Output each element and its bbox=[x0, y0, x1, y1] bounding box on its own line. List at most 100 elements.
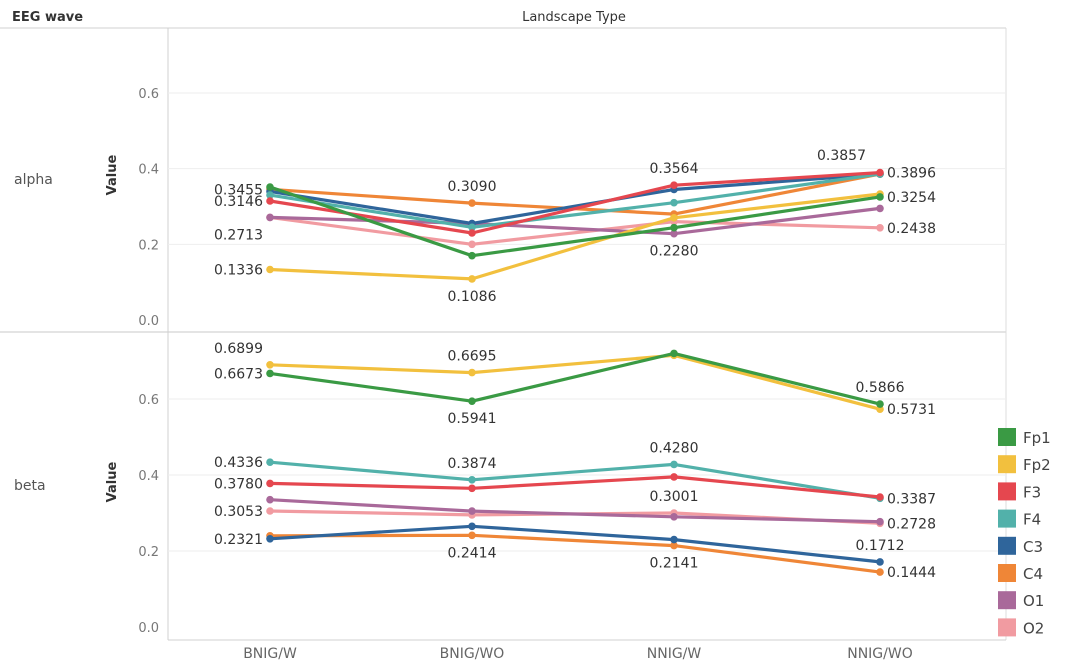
y-axis-title: Value bbox=[105, 154, 120, 195]
data-point-O2 bbox=[468, 240, 476, 249]
data-point-F4 bbox=[468, 476, 476, 484]
y-tick-label: 0.6 bbox=[138, 87, 159, 102]
data-point-F3 bbox=[670, 181, 678, 189]
facet-label-alpha: alpha bbox=[14, 172, 53, 188]
y-tick-label: 0.4 bbox=[138, 469, 159, 484]
legend-label-Fp2: Fp2 bbox=[1023, 456, 1051, 474]
x-tick-label: NNIG/WO bbox=[847, 646, 913, 662]
data-point-O1 bbox=[670, 513, 678, 521]
data-point-Fp2 bbox=[670, 214, 678, 222]
data-label: 0.2728 bbox=[887, 516, 936, 532]
data-point-C4 bbox=[468, 199, 476, 207]
data-label: 0.3053 bbox=[214, 504, 263, 520]
data-label: 0.3896 bbox=[887, 166, 936, 182]
data-point-Fp2 bbox=[468, 368, 476, 377]
data-point-Fp1 bbox=[876, 193, 884, 201]
data-label: 0.5866 bbox=[856, 380, 905, 396]
data-point-F3 bbox=[468, 229, 476, 237]
data-point-F3 bbox=[876, 168, 884, 177]
data-label: 0.2713 bbox=[214, 227, 263, 243]
series-line-C3 bbox=[269, 172, 881, 226]
data-label: 0.6695 bbox=[448, 349, 497, 365]
panel-beta: beta Value 0.0 0.2 0.4 0.6 0.6899 0.6673 0.4336 0… bbox=[14, 341, 1006, 636]
facet-label-beta: beta bbox=[14, 478, 46, 494]
column-header: Landscape Type bbox=[522, 10, 626, 25]
data-point-Fp1 bbox=[468, 251, 476, 260]
series-line-Fp2 bbox=[269, 192, 881, 281]
legend-swatch-Fp2 bbox=[998, 455, 1016, 474]
legend-swatch-Fp1 bbox=[998, 428, 1016, 446]
y-tick-label: 0.2 bbox=[138, 545, 159, 560]
series-line-Fp1 bbox=[269, 185, 881, 258]
legend-swatch-F4 bbox=[998, 509, 1016, 528]
series-line-F3 bbox=[269, 171, 881, 235]
row-header: EEG wave bbox=[12, 10, 83, 25]
x-tick-label: NNIG/W bbox=[647, 646, 702, 662]
data-point-Fp1 bbox=[876, 400, 884, 408]
data-label: 0.6899 bbox=[214, 341, 263, 357]
data-point-F4 bbox=[266, 191, 274, 199]
x-axis: BNIG/W BNIG/WO NNIG/W NNIG/WO bbox=[243, 646, 913, 662]
data-point-Fp2 bbox=[266, 361, 274, 369]
data-point-O1 bbox=[266, 495, 274, 504]
legend-swatch-O1 bbox=[998, 591, 1016, 610]
legend-swatch-F3 bbox=[998, 482, 1016, 501]
data-point-Fp1 bbox=[266, 183, 274, 191]
data-label: 0.2414 bbox=[448, 545, 497, 561]
data-label: 0.5731 bbox=[887, 402, 936, 418]
data-point-F4 bbox=[670, 198, 678, 207]
data-label: 0.4336 bbox=[214, 455, 263, 471]
data-point-C3 bbox=[876, 558, 884, 566]
legend-swatch-C4 bbox=[998, 564, 1016, 582]
data-label: 0.3387 bbox=[887, 491, 936, 507]
data-label: 0.3780 bbox=[214, 476, 263, 492]
legend-label-C4: C4 bbox=[1023, 565, 1043, 583]
data-point-C4 bbox=[670, 541, 678, 550]
data-point-C4 bbox=[876, 568, 884, 576]
data-point-O2 bbox=[266, 507, 274, 515]
data-label: 0.2141 bbox=[650, 556, 699, 572]
data-point-F4 bbox=[670, 460, 678, 469]
legend-label-O2: O2 bbox=[1023, 619, 1044, 637]
data-point-Fp2 bbox=[468, 275, 476, 283]
series-line-C4 bbox=[269, 533, 881, 574]
data-label: 0.1712 bbox=[856, 538, 905, 554]
data-point-C4 bbox=[468, 531, 476, 540]
series-line-Fp1 bbox=[269, 351, 881, 406]
legend: Fp1 Fp2 F3 F4 C3 C4 O1 O2 bbox=[998, 428, 1051, 637]
data-point-F3 bbox=[266, 479, 274, 488]
data-point-O1 bbox=[266, 213, 274, 222]
legend-label-F4: F4 bbox=[1023, 511, 1041, 529]
data-label: 0.5941 bbox=[448, 411, 497, 427]
data-label: 0.3874 bbox=[448, 456, 497, 472]
data-point-O1 bbox=[670, 229, 678, 238]
data-point-C3 bbox=[468, 522, 476, 531]
data-point-Fp1 bbox=[468, 397, 476, 406]
data-label: 0.3564 bbox=[650, 161, 699, 177]
data-point-O1 bbox=[468, 507, 476, 515]
y-tick-label: 0.6 bbox=[138, 393, 159, 408]
legend-label-Fp1: Fp1 bbox=[1023, 429, 1051, 447]
data-label: 0.3146 bbox=[214, 194, 263, 210]
data-point-Fp1 bbox=[670, 349, 678, 358]
series-line-F3 bbox=[269, 475, 881, 499]
data-point-Fp2 bbox=[266, 265, 274, 274]
data-label: 0.1086 bbox=[448, 289, 497, 305]
data-point-C3 bbox=[670, 535, 678, 544]
data-label: 0.3254 bbox=[887, 190, 936, 206]
data-label: 0.3090 bbox=[448, 179, 497, 195]
data-point-F4 bbox=[266, 458, 274, 467]
data-point-F4 bbox=[468, 223, 476, 232]
data-point-F3 bbox=[876, 493, 884, 501]
legend-label-F3: F3 bbox=[1023, 483, 1041, 501]
y-tick-label: 0.0 bbox=[138, 314, 159, 329]
data-label: 0.3001 bbox=[650, 489, 699, 505]
data-label: 0.4280 bbox=[650, 440, 699, 456]
legend-label-O1: O1 bbox=[1023, 592, 1044, 610]
series-line-O2 bbox=[269, 215, 881, 246]
data-point-F3 bbox=[670, 473, 678, 481]
data-point-O1 bbox=[876, 204, 884, 213]
legend-label-C3: C3 bbox=[1023, 538, 1043, 556]
